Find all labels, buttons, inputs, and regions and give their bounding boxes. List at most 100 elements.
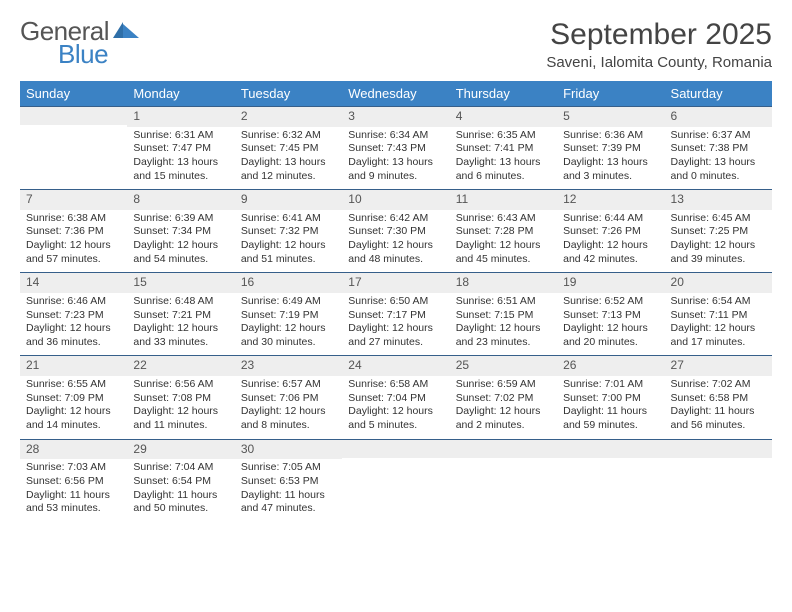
sunset-text: Sunset: 7:21 PM	[133, 309, 228, 323]
day-cell: 1Sunrise: 6:31 AMSunset: 7:47 PMDaylight…	[127, 106, 234, 189]
sunset-text: Sunset: 7:08 PM	[133, 392, 228, 406]
day-cell: 26Sunrise: 7:01 AMSunset: 7:00 PMDayligh…	[557, 355, 664, 438]
day-number: 12	[557, 189, 664, 210]
sunset-text: Sunset: 7:26 PM	[563, 225, 658, 239]
day-info: Sunrise: 6:52 AMSunset: 7:13 PMDaylight:…	[557, 295, 664, 350]
day-info: Sunrise: 6:35 AMSunset: 7:41 PMDaylight:…	[450, 129, 557, 184]
day-cell: 5Sunrise: 6:36 AMSunset: 7:39 PMDaylight…	[557, 106, 664, 189]
day-info: Sunrise: 6:43 AMSunset: 7:28 PMDaylight:…	[450, 212, 557, 267]
day-cell: 14Sunrise: 6:46 AMSunset: 7:23 PMDayligh…	[20, 272, 127, 355]
daylight-text: Daylight: 11 hours and 59 minutes.	[563, 405, 658, 432]
day-info: Sunrise: 6:54 AMSunset: 7:11 PMDaylight:…	[665, 295, 772, 350]
day-info: Sunrise: 7:04 AMSunset: 6:54 PMDaylight:…	[127, 461, 234, 516]
day-info: Sunrise: 6:39 AMSunset: 7:34 PMDaylight:…	[127, 212, 234, 267]
day-number: 4	[450, 106, 557, 127]
day-cell: 7Sunrise: 6:38 AMSunset: 7:36 PMDaylight…	[20, 189, 127, 272]
daylight-text: Daylight: 12 hours and 8 minutes.	[241, 405, 336, 432]
sunset-text: Sunset: 7:47 PM	[133, 142, 228, 156]
logo-flag-icon	[113, 18, 141, 45]
day-cell: 18Sunrise: 6:51 AMSunset: 7:15 PMDayligh…	[450, 272, 557, 355]
daylight-text: Daylight: 12 hours and 33 minutes.	[133, 322, 228, 349]
sunset-text: Sunset: 7:15 PM	[456, 309, 551, 323]
sunset-text: Sunset: 7:02 PM	[456, 392, 551, 406]
day-cell: 23Sunrise: 6:57 AMSunset: 7:06 PMDayligh…	[235, 355, 342, 438]
day-cell: 6Sunrise: 6:37 AMSunset: 7:38 PMDaylight…	[665, 106, 772, 189]
sunset-text: Sunset: 7:32 PM	[241, 225, 336, 239]
sunset-text: Sunset: 7:17 PM	[348, 309, 443, 323]
day-number: 7	[20, 189, 127, 210]
page-title: September 2025	[546, 18, 772, 52]
day-number: 14	[20, 272, 127, 293]
day-cell: 4Sunrise: 6:35 AMSunset: 7:41 PMDaylight…	[450, 106, 557, 189]
sunset-text: Sunset: 6:56 PM	[26, 475, 121, 489]
day-cell: 10Sunrise: 6:42 AMSunset: 7:30 PMDayligh…	[342, 189, 449, 272]
sunset-text: Sunset: 7:30 PM	[348, 225, 443, 239]
day-cell: 15Sunrise: 6:48 AMSunset: 7:21 PMDayligh…	[127, 272, 234, 355]
day-info: Sunrise: 6:51 AMSunset: 7:15 PMDaylight:…	[450, 295, 557, 350]
sunrise-text: Sunrise: 6:32 AM	[241, 129, 336, 143]
sunrise-text: Sunrise: 6:36 AM	[563, 129, 658, 143]
day-number: 18	[450, 272, 557, 293]
day-cell: 16Sunrise: 6:49 AMSunset: 7:19 PMDayligh…	[235, 272, 342, 355]
title-block: September 2025 Saveni, Ialomita County, …	[546, 18, 772, 71]
day-number: 19	[557, 272, 664, 293]
day-cell: 2Sunrise: 6:32 AMSunset: 7:45 PMDaylight…	[235, 106, 342, 189]
day-info: Sunrise: 6:58 AMSunset: 7:04 PMDaylight:…	[342, 378, 449, 433]
sunset-text: Sunset: 7:23 PM	[26, 309, 121, 323]
dow-tuesday: Tuesday	[235, 81, 342, 106]
day-cell: 27Sunrise: 7:02 AMSunset: 6:58 PMDayligh…	[665, 355, 772, 438]
sunrise-text: Sunrise: 6:37 AM	[671, 129, 766, 143]
day-info: Sunrise: 6:38 AMSunset: 7:36 PMDaylight:…	[20, 212, 127, 267]
day-info: Sunrise: 7:02 AMSunset: 6:58 PMDaylight:…	[665, 378, 772, 433]
daylight-text: Daylight: 12 hours and 2 minutes.	[456, 405, 551, 432]
sunrise-text: Sunrise: 6:54 AM	[671, 295, 766, 309]
sunset-text: Sunset: 7:38 PM	[671, 142, 766, 156]
daylight-text: Daylight: 12 hours and 45 minutes.	[456, 239, 551, 266]
logo-text: General Blue	[20, 18, 141, 69]
day-info: Sunrise: 6:46 AMSunset: 7:23 PMDaylight:…	[20, 295, 127, 350]
day-info: Sunrise: 7:03 AMSunset: 6:56 PMDaylight:…	[20, 461, 127, 516]
daylight-text: Daylight: 11 hours and 56 minutes.	[671, 405, 766, 432]
day-number: 17	[342, 272, 449, 293]
sunset-text: Sunset: 7:34 PM	[133, 225, 228, 239]
day-cell: 9Sunrise: 6:41 AMSunset: 7:32 PMDaylight…	[235, 189, 342, 272]
day-number: 8	[127, 189, 234, 210]
daylight-text: Daylight: 13 hours and 6 minutes.	[456, 156, 551, 183]
day-number	[665, 439, 772, 458]
day-number: 20	[665, 272, 772, 293]
sunrise-text: Sunrise: 6:45 AM	[671, 212, 766, 226]
day-cell: 8Sunrise: 6:39 AMSunset: 7:34 PMDaylight…	[127, 189, 234, 272]
day-number	[450, 439, 557, 458]
sunset-text: Sunset: 7:09 PM	[26, 392, 121, 406]
daylight-text: Daylight: 13 hours and 15 minutes.	[133, 156, 228, 183]
page: General Blue September 2025 Saveni, Ialo…	[0, 0, 792, 612]
sunset-text: Sunset: 7:36 PM	[26, 225, 121, 239]
daylight-text: Daylight: 12 hours and 36 minutes.	[26, 322, 121, 349]
sunrise-text: Sunrise: 6:31 AM	[133, 129, 228, 143]
sunset-text: Sunset: 7:45 PM	[241, 142, 336, 156]
sunrise-text: Sunrise: 7:03 AM	[26, 461, 121, 475]
sunrise-text: Sunrise: 6:57 AM	[241, 378, 336, 392]
sunrise-text: Sunrise: 6:50 AM	[348, 295, 443, 309]
sunrise-text: Sunrise: 6:34 AM	[348, 129, 443, 143]
day-number: 11	[450, 189, 557, 210]
day-info: Sunrise: 7:01 AMSunset: 7:00 PMDaylight:…	[557, 378, 664, 433]
sunrise-text: Sunrise: 6:43 AM	[456, 212, 551, 226]
daylight-text: Daylight: 11 hours and 53 minutes.	[26, 489, 121, 516]
day-number: 15	[127, 272, 234, 293]
sunset-text: Sunset: 7:28 PM	[456, 225, 551, 239]
header: General Blue September 2025 Saveni, Ialo…	[20, 18, 772, 71]
sunset-text: Sunset: 7:00 PM	[563, 392, 658, 406]
sunset-text: Sunset: 7:41 PM	[456, 142, 551, 156]
day-info: Sunrise: 6:55 AMSunset: 7:09 PMDaylight:…	[20, 378, 127, 433]
day-info: Sunrise: 6:45 AMSunset: 7:25 PMDaylight:…	[665, 212, 772, 267]
daylight-text: Daylight: 13 hours and 9 minutes.	[348, 156, 443, 183]
location-subtitle: Saveni, Ialomita County, Romania	[546, 54, 772, 71]
sunrise-text: Sunrise: 6:38 AM	[26, 212, 121, 226]
day-cell: 25Sunrise: 6:59 AMSunset: 7:02 PMDayligh…	[450, 355, 557, 438]
daylight-text: Daylight: 13 hours and 12 minutes.	[241, 156, 336, 183]
sunset-text: Sunset: 7:39 PM	[563, 142, 658, 156]
daylight-text: Daylight: 12 hours and 5 minutes.	[348, 405, 443, 432]
day-info: Sunrise: 6:37 AMSunset: 7:38 PMDaylight:…	[665, 129, 772, 184]
day-number: 22	[127, 355, 234, 376]
